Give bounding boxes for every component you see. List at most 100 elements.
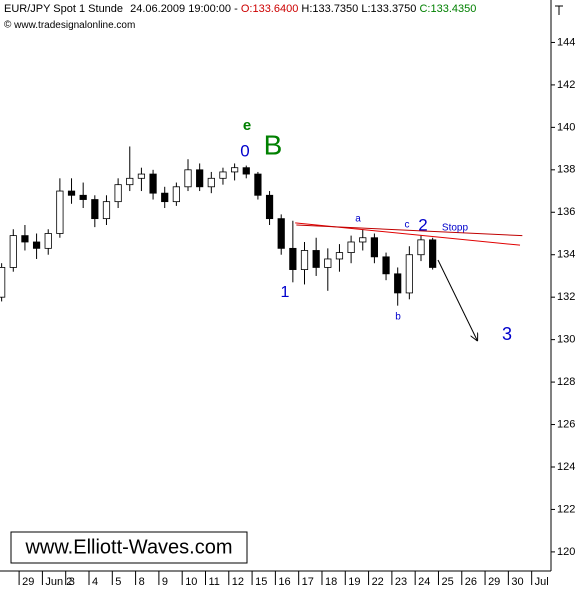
x-tick-label: 9	[162, 576, 168, 588]
y-tick-label: 136	[557, 206, 575, 218]
x-tick-label: 30	[511, 576, 523, 588]
candle-body	[149, 173, 157, 194]
y-tick-label: 128	[557, 376, 575, 388]
candle-body	[0, 267, 6, 298]
candle-body	[254, 173, 262, 196]
x-tick-label: 29	[488, 576, 500, 588]
header-close: C:133.4350	[419, 3, 476, 15]
x-tick-label: 16	[278, 576, 290, 588]
y-tick-label: 144	[557, 36, 575, 48]
x-tick-label: 4	[92, 576, 98, 588]
y-tick-label: 120	[557, 546, 575, 558]
candle-body	[137, 173, 146, 179]
wave-label: B	[264, 129, 283, 160]
candle-body	[79, 194, 87, 200]
x-tick-label: 3	[69, 576, 75, 588]
wave-label: Stopp	[442, 223, 469, 234]
header-open: O:133.6400	[241, 3, 299, 15]
candle-body	[347, 241, 355, 253]
candle-body	[242, 167, 250, 175]
candle-body	[21, 235, 29, 243]
header-high: H:133.7350	[301, 3, 358, 15]
toolbar-icon	[555, 5, 563, 15]
candle-body	[161, 192, 169, 203]
candle-body	[300, 250, 309, 270]
y-tick-label: 138	[557, 164, 575, 176]
x-tick-label: 10	[185, 576, 197, 588]
x-tick-label: Jul	[535, 576, 549, 588]
watermark: www.Elliott-Waves.com	[24, 536, 232, 558]
candle-body	[56, 190, 64, 234]
wave-label: b	[395, 312, 401, 323]
candle-body	[184, 169, 192, 188]
header-separator: -	[234, 3, 238, 15]
candle-body	[207, 177, 215, 188]
x-tick-label: 19	[348, 576, 360, 588]
candle-body	[289, 247, 297, 270]
subtitle: © www.tradesignalonline.com	[4, 20, 135, 31]
x-tick-label: 17	[302, 576, 314, 588]
x-tick-label: 29	[22, 576, 34, 588]
y-tick-label: 124	[557, 461, 575, 473]
x-tick-label: 5	[115, 576, 121, 588]
wave-label: 2	[418, 215, 427, 234]
candle-body	[196, 169, 204, 188]
x-tick-label: 23	[395, 576, 407, 588]
x-tick-label: 24	[418, 576, 430, 588]
wave-label: 3	[502, 324, 512, 344]
trend-arrow	[437, 259, 477, 340]
candle-body	[231, 167, 239, 173]
candle-body	[312, 250, 320, 268]
candle-body	[277, 218, 285, 249]
wave-label: c	[405, 220, 410, 231]
subtitle-text: www.tradesignalonline.com	[13, 20, 135, 31]
candle-body	[172, 186, 180, 203]
wave-label: a	[355, 214, 361, 225]
wave-label: 0	[240, 141, 249, 160]
candle-body	[114, 184, 122, 203]
header-instrument: EUR/JPY Spot 1 Stunde	[4, 3, 123, 15]
x-tick-label: 11	[208, 576, 219, 588]
x-tick-label: 26	[465, 576, 477, 588]
candle-body	[394, 273, 402, 294]
y-tick-label: 140	[557, 121, 575, 133]
candle-body	[67, 190, 76, 196]
candle-body	[382, 256, 390, 275]
candle-body	[265, 194, 274, 220]
header-timestamp: 24.06.2009 19:00:00	[130, 3, 231, 15]
candle-body	[359, 237, 367, 243]
watermark-box	[10, 531, 248, 564]
candle-body	[219, 171, 227, 179]
candle-body	[44, 233, 52, 249]
x-tick-label: 18	[325, 576, 337, 588]
y-tick-label: 130	[557, 334, 575, 346]
x-tick-label: 12	[232, 576, 244, 588]
x-tick-label: 8	[139, 576, 145, 588]
candle-body	[429, 239, 437, 268]
candle-body	[405, 254, 413, 294]
header-low: L:133.3750	[361, 3, 416, 15]
trend-line	[296, 224, 523, 237]
x-tick-label: 15	[255, 576, 267, 588]
candle-body	[91, 199, 99, 220]
candle-body	[102, 201, 111, 220]
candle-body	[335, 252, 344, 260]
y-tick-label: 142	[557, 79, 575, 91]
candle-body	[417, 239, 425, 256]
y-tick-label: 132	[557, 291, 575, 303]
header: EUR/JPY Spot 1 Stunde 24.06.2009 19:00:0…	[4, 3, 476, 15]
candle-body	[324, 258, 332, 268]
wave-label: e	[243, 117, 251, 134]
candle-body	[32, 241, 41, 249]
x-tick-label: 25	[441, 576, 453, 588]
x-tick-label: 22	[372, 576, 384, 588]
wave-label: 1	[281, 284, 290, 301]
candle-body	[126, 177, 134, 186]
candle-body	[9, 235, 17, 268]
candle-body	[370, 237, 379, 258]
y-tick-label: 122	[557, 503, 575, 515]
y-tick-label: 134	[557, 249, 575, 261]
y-tick-label: 126	[557, 418, 575, 430]
